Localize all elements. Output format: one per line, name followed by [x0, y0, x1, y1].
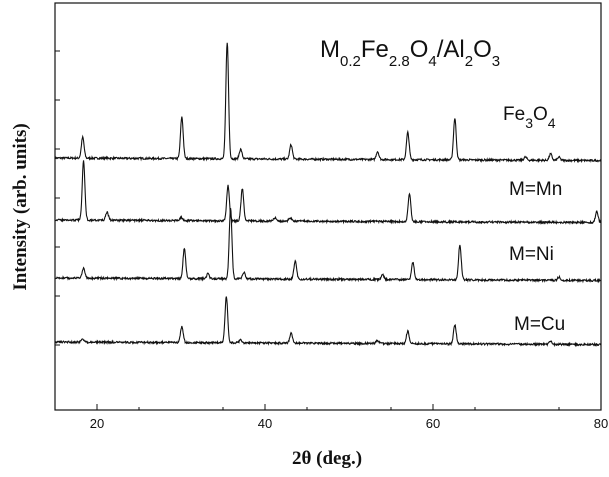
- chart-title: M0.2Fe2.8O4/Al2O3: [320, 36, 500, 70]
- series-line-fe3o4: [54, 42, 602, 164]
- series-label-fe3o4: Fe3O4: [503, 104, 556, 131]
- series-line-m-cu: [54, 296, 602, 348]
- series-line-m-mn: [54, 160, 602, 226]
- x-tick-label: 60: [426, 416, 440, 431]
- series-label-m-ni: M=Ni: [509, 244, 554, 265]
- series-label-m-mn: M=Mn: [509, 179, 562, 200]
- series-line-m-ni: [54, 207, 602, 284]
- x-tick-label: 20: [90, 416, 104, 431]
- series-group: [54, 42, 602, 348]
- series-labels: Fe3O4 M=Mn M=Ni M=Cu: [503, 104, 565, 335]
- x-tick-label: 40: [258, 416, 272, 431]
- plot-frame: [54, 2, 602, 411]
- x-axis-title: 2θ (deg.): [292, 448, 362, 469]
- axis-ticks: 20 40 60 80: [55, 50, 608, 431]
- y-axis-title: Intensity (arb. units): [10, 123, 31, 290]
- x-tick-label: 80: [594, 416, 608, 431]
- series-label-m-cu: M=Cu: [514, 314, 565, 335]
